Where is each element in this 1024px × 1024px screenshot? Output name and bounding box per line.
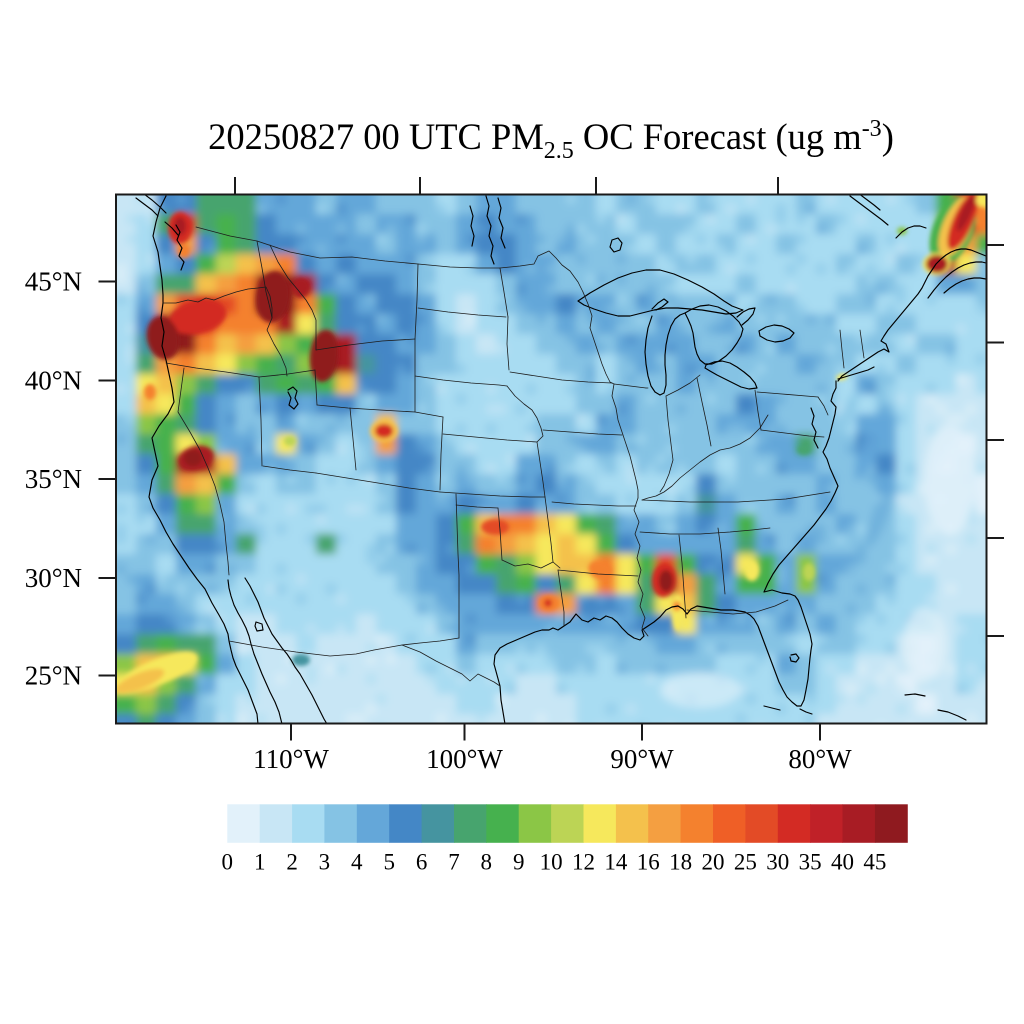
svg-text:5: 5 bbox=[383, 850, 395, 875]
svg-text:0: 0 bbox=[222, 850, 234, 875]
svg-text:7: 7 bbox=[448, 850, 460, 875]
svg-text:30°N: 30°N bbox=[25, 563, 82, 593]
svg-text:4: 4 bbox=[351, 850, 363, 875]
svg-text:25: 25 bbox=[734, 850, 757, 875]
svg-text:16: 16 bbox=[637, 850, 660, 875]
svg-text:2: 2 bbox=[286, 850, 298, 875]
svg-text:25°N: 25°N bbox=[25, 661, 82, 691]
svg-text:110°W: 110°W bbox=[253, 744, 329, 774]
svg-text:20: 20 bbox=[702, 850, 725, 875]
svg-text:14: 14 bbox=[604, 850, 628, 875]
svg-text:35°N: 35°N bbox=[25, 464, 82, 494]
svg-text:30: 30 bbox=[766, 850, 789, 875]
svg-text:90°W: 90°W bbox=[610, 744, 674, 774]
svg-text:1: 1 bbox=[254, 850, 266, 875]
svg-text:45°N: 45°N bbox=[25, 267, 82, 297]
svg-text:45: 45 bbox=[863, 850, 886, 875]
svg-text:40°N: 40°N bbox=[25, 366, 82, 396]
svg-text:80°W: 80°W bbox=[788, 744, 852, 774]
svg-text:9: 9 bbox=[513, 850, 525, 875]
svg-text:6: 6 bbox=[416, 850, 428, 875]
svg-text:100°W: 100°W bbox=[426, 744, 503, 774]
svg-text:10: 10 bbox=[540, 850, 563, 875]
svg-text:40: 40 bbox=[831, 850, 854, 875]
svg-text:12: 12 bbox=[572, 850, 595, 875]
svg-text:18: 18 bbox=[669, 850, 692, 875]
svg-text:3: 3 bbox=[319, 850, 331, 875]
svg-text:8: 8 bbox=[481, 850, 493, 875]
svg-text:35: 35 bbox=[799, 850, 822, 875]
